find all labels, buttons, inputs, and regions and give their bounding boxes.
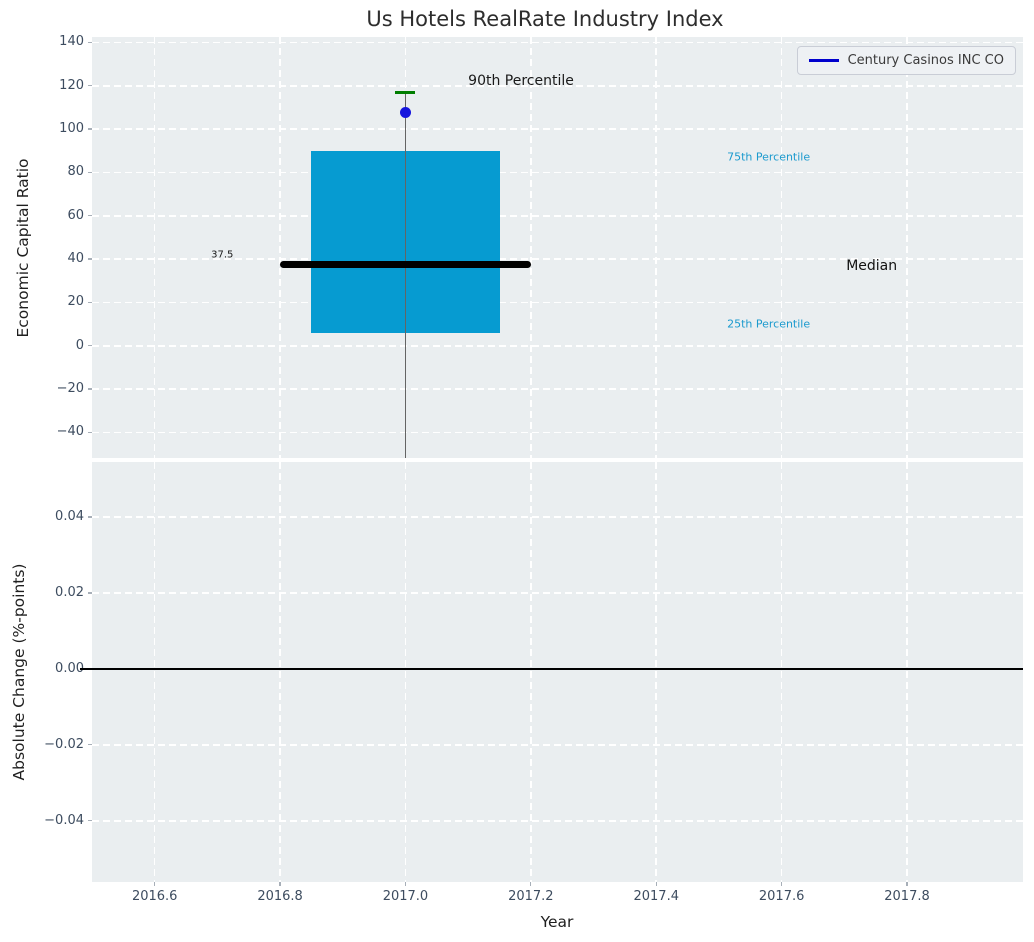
- legend-line-swatch-icon: [808, 59, 839, 62]
- gridline-v: [153, 462, 156, 882]
- annotation-37-5: 37.5: [211, 249, 234, 261]
- y-tick-label: 20: [67, 294, 84, 310]
- p90-cap: [395, 90, 416, 94]
- gridline-h: [92, 592, 1023, 594]
- y-tick-label: 120: [59, 77, 84, 93]
- gridline-v: [153, 37, 156, 458]
- y-tick-mark: [88, 744, 92, 746]
- y-tick-label: 60: [67, 207, 84, 223]
- y-tick-mark: [88, 592, 92, 594]
- gridline-h: [92, 128, 1023, 130]
- bottom-plot-area: [92, 462, 1023, 882]
- x-tick-mark: [279, 882, 281, 886]
- gridline-v: [279, 37, 281, 458]
- gridline-v: [906, 462, 908, 882]
- gridline-h: [92, 214, 1023, 217]
- x-tick-label: 2016.8: [257, 889, 303, 904]
- y-tick-mark: [88, 431, 92, 434]
- x-tick-mark: [655, 882, 657, 886]
- gridline-h: [92, 84, 1023, 87]
- y-tick-label: 0.04: [55, 509, 84, 525]
- median-line: [280, 261, 531, 268]
- x-tick-mark: [404, 882, 407, 886]
- gridline-v: [530, 37, 532, 458]
- gridline-h: [92, 41, 1023, 44]
- y-tick-label: 140: [59, 34, 84, 50]
- x-tick-label: 2016.6: [131, 889, 178, 904]
- x-tick-mark: [906, 882, 908, 886]
- x-tick-mark: [781, 882, 783, 886]
- y-tick-label: −40: [56, 424, 84, 440]
- y-tick-label: −20: [56, 381, 84, 397]
- y-tick-mark: [88, 128, 92, 130]
- y-tick-mark: [88, 171, 92, 173]
- top-plot-area: [92, 37, 1023, 458]
- x-tick-label: 2017.0: [382, 889, 429, 904]
- y-tick-mark: [88, 258, 92, 260]
- x-tick-label: 2017.2: [508, 889, 554, 904]
- whisker-line: [404, 92, 407, 458]
- gridline-h: [92, 431, 1023, 434]
- gridline-v: [530, 462, 532, 882]
- y-tick-label: 40: [67, 251, 84, 267]
- x-tick-mark: [530, 882, 532, 886]
- x-tick-label: 2017.6: [758, 889, 805, 904]
- legend-label: Century Casinos INC CO: [847, 53, 1004, 68]
- annotation-90th-percentile: 90th Percentile: [468, 73, 574, 90]
- x-tick-label: 2017.8: [884, 889, 930, 904]
- chart-title: Us Hotels RealRate Industry Index: [366, 7, 724, 31]
- gridline-h: [92, 301, 1023, 304]
- y-tick-label: 0.00: [55, 660, 84, 676]
- gridline-h: [92, 516, 1023, 518]
- y-axis-label-top: Economic Capital Ratio: [14, 158, 32, 338]
- y-tick-label: 0.02: [55, 585, 84, 600]
- gridline-h: [92, 258, 1023, 260]
- y-tick-label: 100: [59, 121, 84, 137]
- annotation-75th-percentile: 75th Percentile: [727, 150, 811, 164]
- y-tick-label: −0.02: [44, 736, 84, 752]
- y-tick-mark: [88, 301, 92, 303]
- company-point: [399, 107, 411, 119]
- gridline-v: [655, 37, 658, 458]
- gridline-h: [92, 171, 1023, 174]
- gridline-v: [404, 462, 407, 882]
- gridline-v: [655, 462, 658, 882]
- x-tick-mark: [154, 882, 156, 886]
- legend: Century Casinos INC CO: [796, 46, 1016, 75]
- gridline-h: [92, 744, 1023, 746]
- gridline-v: [780, 462, 783, 882]
- y-tick-mark: [88, 820, 92, 822]
- y-tick-label: 0: [75, 337, 84, 353]
- y-tick-mark: [88, 516, 92, 518]
- annotation-25th-percentile: 25th Percentile: [727, 317, 811, 331]
- y-tick-mark: [88, 388, 92, 390]
- y-tick-mark: [88, 41, 92, 43]
- y-tick-mark: [88, 345, 92, 347]
- gridline-h: [92, 388, 1023, 390]
- y-tick-label: 80: [67, 164, 84, 180]
- gridline-h: [92, 820, 1023, 822]
- gridline-v: [906, 37, 908, 458]
- x-axis-label: Year: [540, 913, 574, 931]
- y-tick-label: −0.04: [44, 812, 84, 828]
- x-tick-label: 2017.4: [633, 889, 679, 904]
- y-tick-mark: [88, 215, 92, 217]
- gridline-v: [780, 37, 783, 458]
- annotation-median: Median: [846, 257, 898, 274]
- y-tick-mark: [88, 85, 92, 87]
- zero-line: [80, 667, 1023, 671]
- gridline-h: [92, 344, 1023, 347]
- gridline-v: [279, 462, 281, 882]
